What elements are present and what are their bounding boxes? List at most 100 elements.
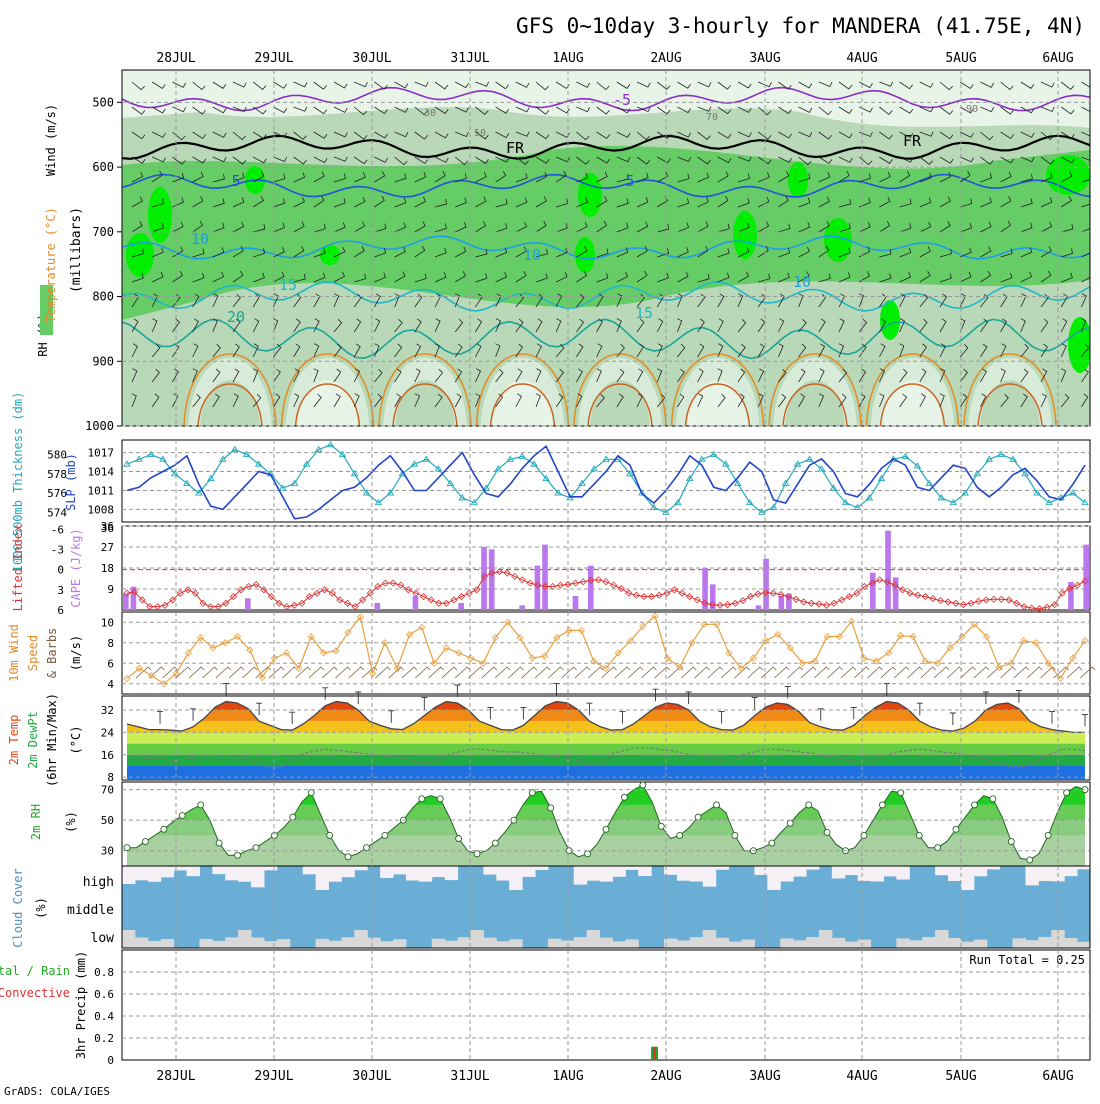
wind-barb [1081, 252, 1090, 258]
wind-barb [778, 247, 791, 258]
wind-barb [960, 106, 974, 114]
thickness-point [638, 489, 646, 496]
cloud-low-gap [1025, 940, 1039, 948]
lifted-index-point [138, 596, 146, 604]
wind-barb [919, 81, 934, 88]
cloud-low-gap [857, 939, 872, 948]
lifted-index-point [541, 582, 549, 591]
wind-speed-point [369, 669, 377, 678]
cloud-low-gap [960, 941, 975, 948]
wind-barb [859, 246, 871, 258]
wind-barb [252, 131, 267, 139]
wind-barb [656, 343, 663, 358]
surface-wind-barb [960, 666, 976, 679]
cloud-low-gap [134, 937, 149, 948]
cloud-low-gap [276, 939, 291, 948]
cloud-low-gap [199, 938, 213, 948]
wind-speed-point [123, 675, 131, 683]
wind-barb [677, 271, 689, 283]
wind-barb [374, 369, 383, 383]
wind-barb [232, 318, 241, 333]
wind-barb [313, 248, 326, 258]
lifted-index-point [716, 601, 724, 609]
wind-barb [677, 156, 692, 163]
lifted-index-point [632, 591, 640, 599]
wind-speed-point [934, 659, 942, 667]
thickness-point [350, 469, 359, 477]
rh2m-point [436, 795, 444, 803]
cloud-high-gap [418, 866, 433, 882]
wind-barb [414, 131, 429, 140]
lifted-index-point [921, 592, 929, 601]
wind-barb [212, 344, 221, 358]
rh-saturated-area [148, 187, 172, 243]
wind-barb [555, 170, 567, 183]
wind-tick-label: 6 [107, 657, 114, 670]
wind-barb [1081, 228, 1090, 233]
wind-tick-label: 10 [101, 616, 114, 629]
wind-barb [535, 368, 542, 383]
wind-speed-point [663, 654, 671, 662]
cloud-low-gap [676, 940, 691, 948]
wind-barb [192, 171, 204, 183]
legend-cape: CAPE (J/kg) [69, 528, 83, 607]
cloud-high-gap [702, 866, 717, 887]
wind-barb [1020, 198, 1033, 208]
wind-barb [697, 318, 705, 333]
wind-barb [636, 172, 649, 183]
wind-barb [131, 368, 138, 383]
wind-barb [152, 198, 165, 208]
cloud-low-gap [496, 941, 510, 948]
wind-barb [172, 131, 186, 141]
lifted-index-point [245, 582, 253, 591]
wind-barb [273, 368, 281, 383]
cape-bar [778, 596, 785, 610]
cloud-high-gap [380, 866, 394, 878]
thickness-point [254, 460, 263, 467]
lifted-index-point [784, 592, 793, 601]
date-label-top: 6AUG [1042, 51, 1073, 66]
lifted-index-point [381, 579, 390, 587]
thickness-point [147, 450, 155, 457]
cape-bar [123, 593, 129, 610]
rh-lobe-inner [492, 380, 553, 426]
rh2m-tick-label: 50 [101, 814, 114, 827]
lifted-index-tick-label: -6 [51, 523, 64, 536]
cape-bar [519, 605, 525, 610]
rh2m-point [307, 789, 315, 797]
cloud-high-gap [573, 866, 588, 885]
wind-barb [232, 246, 244, 258]
lifted-index-point [640, 592, 648, 601]
wind-speed-point [319, 649, 328, 657]
wind-barb [596, 368, 602, 383]
wind-barb [838, 369, 848, 383]
wind-barb [576, 393, 583, 408]
wind-barb [535, 171, 548, 183]
wind-barb [232, 81, 247, 88]
wind-barb [919, 294, 929, 308]
wind-barb [293, 156, 307, 165]
wind-barb [192, 394, 201, 408]
wind-barb [1040, 81, 1055, 88]
thickness-point [183, 479, 191, 486]
wind-speed-point [995, 663, 1003, 671]
wind-barb [434, 272, 447, 283]
surface-wind-barb [907, 666, 923, 679]
wind-barb [212, 271, 225, 283]
thickness-point [326, 440, 335, 448]
surface-wind-barb [508, 666, 524, 679]
surface-wind-barb [468, 666, 484, 679]
cloud-low-gap [122, 930, 136, 948]
cloud-high-gap [1025, 866, 1039, 886]
wind-barb [980, 246, 992, 258]
wind-barb [737, 319, 747, 333]
wind-barb [980, 106, 995, 113]
wind-barb [253, 223, 266, 233]
wind-barb [152, 131, 166, 138]
wind-barb [697, 156, 711, 165]
wind-barb [374, 343, 380, 358]
surface-wind-barb [1080, 666, 1096, 679]
dewpoint-line [127, 747, 1086, 769]
lifted-index-point [351, 603, 359, 611]
wind-barb [495, 198, 508, 208]
